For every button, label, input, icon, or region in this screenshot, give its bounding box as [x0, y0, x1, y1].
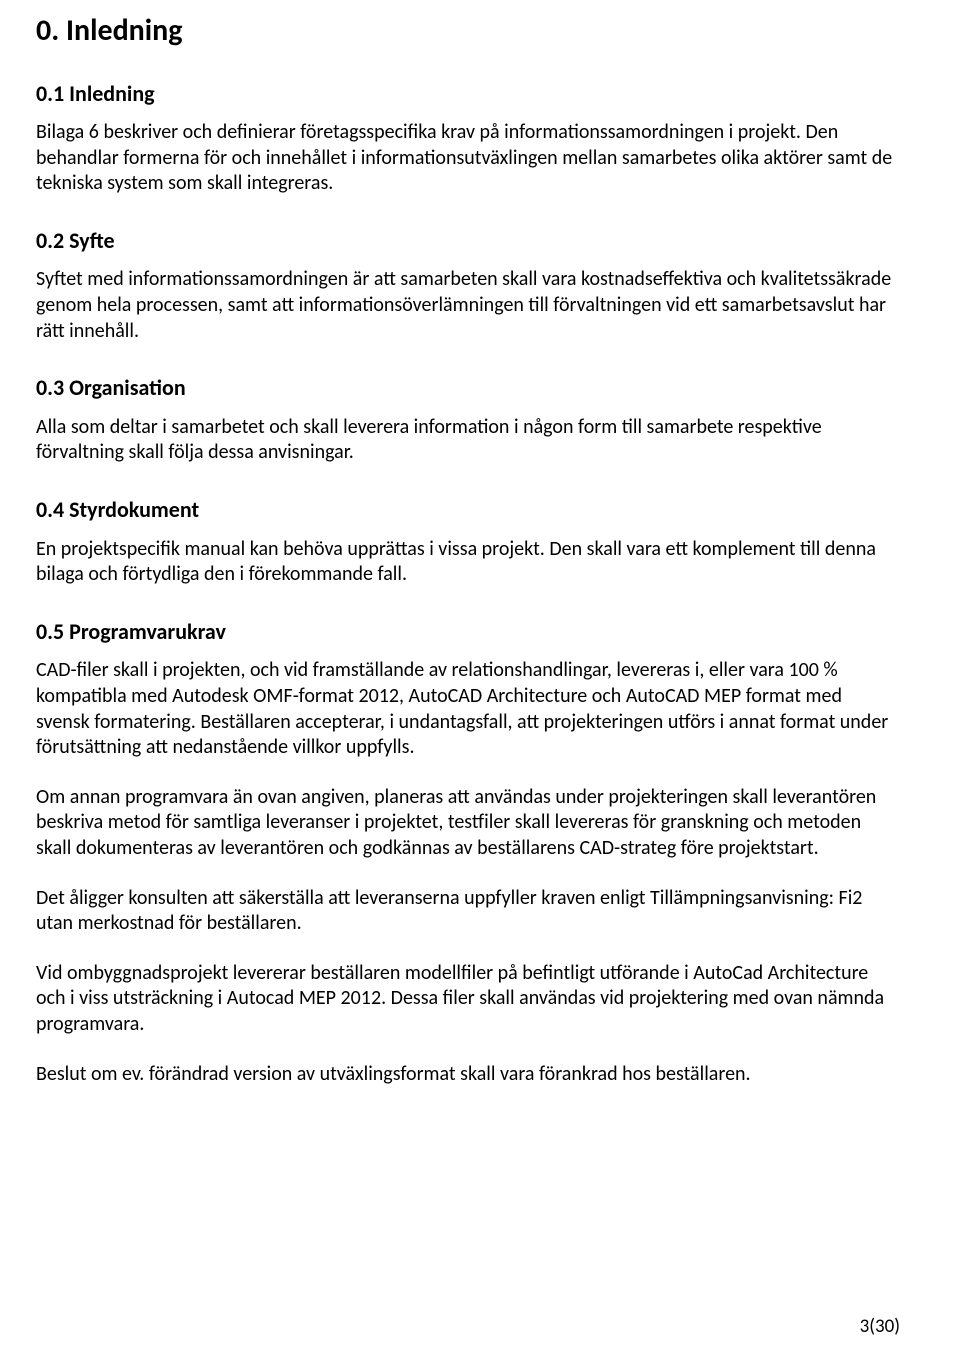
page-number: 3(30) — [860, 1315, 900, 1338]
paragraph-0-4: En projektspecifik manual kan behöva upp… — [36, 537, 900, 588]
heading-0-1-inledning: 0.1 Inledning — [36, 80, 900, 109]
paragraph-0-2: Syftet med informationssamordningen är a… — [36, 267, 900, 344]
paragraph-0-5d: Vid ombyggnadsprojekt levererar beställa… — [36, 961, 900, 1038]
heading-0-4-styrdokument: 0.4 Styrdokument — [36, 496, 900, 525]
heading-0-inledning: 0. Inledning — [36, 12, 900, 50]
heading-0-3-organisation: 0.3 Organisation — [36, 374, 900, 403]
paragraph-0-5b: Om annan programvara än ovan angiven, pl… — [36, 785, 900, 862]
document-page: 0. Inledning 0.1 Inledning Bilaga 6 besk… — [0, 0, 960, 1362]
heading-0-5-programvarukrav: 0.5 Programvarukrav — [36, 618, 900, 647]
paragraph-0-3: Alla som deltar i samarbetet och skall l… — [36, 415, 900, 466]
paragraph-0-5e: Beslut om ev. förändrad version av utväx… — [36, 1062, 900, 1088]
paragraph-0-5c: Det åligger konsulten att säkerställa at… — [36, 886, 900, 937]
paragraph-0-1: Bilaga 6 beskriver och definierar företa… — [36, 120, 900, 197]
paragraph-0-5a: CAD-filer skall i projekten, och vid fra… — [36, 658, 900, 760]
heading-0-2-syfte: 0.2 Syfte — [36, 227, 900, 256]
